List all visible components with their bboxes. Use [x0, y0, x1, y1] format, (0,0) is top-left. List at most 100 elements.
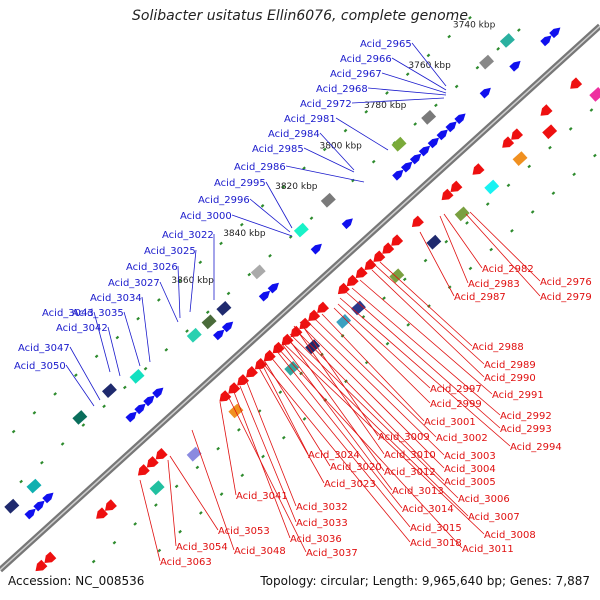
- homology-box: [250, 264, 266, 280]
- track-tick: [485, 202, 490, 206]
- reverse-gene-arrow: [382, 242, 395, 254]
- track-tick: [506, 183, 511, 188]
- reverse-gene-arrow: [44, 551, 57, 563]
- reverse-label-leader: [345, 291, 501, 429]
- reverse-gene-label: Acid_3003: [444, 451, 496, 462]
- track-tick: [281, 435, 286, 440]
- reverse-gene-label: Acid_3037: [306, 548, 358, 559]
- forward-label-leader: [123, 311, 141, 367]
- forward-gene-label: Acid_3000: [180, 211, 232, 222]
- track-tick: [510, 228, 514, 233]
- reverse-gene-label: Acid_3018: [410, 538, 462, 549]
- reverse-gene-label: Acid_2988: [472, 342, 524, 353]
- track-tick: [185, 329, 189, 333]
- track-tick: [133, 522, 138, 526]
- reverse-gene-arrow: [219, 390, 232, 402]
- reverse-gene-arrow: [364, 258, 377, 270]
- reverse-label-leader: [337, 303, 431, 389]
- track-tick: [551, 191, 556, 195]
- forward-label-leader: [285, 165, 365, 183]
- forward-gene-label: Acid_3025: [144, 246, 196, 257]
- accession-text: Accession: NC_008536: [8, 574, 145, 588]
- track-tick: [322, 147, 327, 152]
- homology-box: [149, 480, 165, 496]
- forward-gene-arrow: [436, 129, 448, 141]
- homology-box: [336, 314, 352, 329]
- reverse-label-leader: [219, 401, 237, 496]
- track-tick: [247, 272, 252, 277]
- reverse-gene-arrow: [146, 456, 159, 468]
- homology-box: [102, 383, 117, 398]
- forward-label-leader: [335, 117, 389, 151]
- reverse-label-leader: [261, 361, 411, 543]
- forward-label-leader: [107, 326, 121, 377]
- forward-gene-label: Acid_3043: [42, 308, 94, 319]
- forward-gene-label: Acid_2984: [268, 129, 320, 140]
- forward-gene-arrow: [427, 137, 439, 149]
- track-tick: [11, 429, 16, 434]
- forward-gene-label: Acid_2995: [214, 178, 266, 189]
- reverse-gene-label: Acid_3048: [234, 546, 286, 557]
- reverse-label-leader: [313, 317, 437, 438]
- track-tick: [174, 484, 179, 489]
- homology-box: [389, 268, 405, 284]
- track-tick: [548, 145, 552, 150]
- track-tick: [302, 166, 306, 171]
- forward-label-leader: [381, 72, 447, 94]
- forward-gene-label: Acid_3027: [108, 278, 160, 289]
- track-tick: [475, 65, 480, 70]
- homology-box: [454, 206, 470, 222]
- forward-gene-arrow: [392, 169, 404, 181]
- forward-gene-arrow: [267, 282, 279, 294]
- forward-label-leader: [93, 311, 111, 373]
- reverse-gene-label: Acid_2992: [500, 411, 552, 422]
- reverse-gene-label: Acid_3032: [296, 502, 348, 513]
- forward-gene-label: Acid_2981: [284, 114, 336, 125]
- forward-gene-arrow: [221, 321, 234, 333]
- reverse-gene-arrow: [308, 309, 321, 321]
- track-tick: [219, 492, 224, 496]
- track-tick: [382, 296, 386, 300]
- forward-gene-arrow: [509, 60, 521, 72]
- reverse-gene-label: Acid_3013: [392, 486, 444, 497]
- forward-gene-label: Acid_3047: [18, 343, 70, 354]
- forward-gene-label: Acid_2967: [330, 69, 382, 80]
- reverse-gene-label: Acid_3001: [424, 417, 476, 428]
- reverse-gene-arrow: [472, 163, 485, 175]
- reverse-gene-label: Acid_3033: [296, 518, 348, 529]
- homology-box: [499, 33, 515, 48]
- forward-gene-label: Acid_2985: [252, 144, 304, 155]
- reverse-gene-label: Acid_3041: [236, 491, 288, 502]
- homology-box: [542, 124, 558, 140]
- reverse-gene-label: Acid_3004: [444, 464, 496, 475]
- forward-gene-arrow: [479, 87, 491, 99]
- forward-label-leader: [65, 364, 95, 407]
- forward-label-leader: [231, 214, 293, 237]
- reverse-label-leader: [245, 379, 297, 507]
- label-layer: Acid_2965 Acid_2966 Acid_2967 Acid_2968 Acid…: [14, 39, 592, 568]
- track-tick: [413, 122, 418, 126]
- track-tick: [468, 15, 472, 20]
- homology-box: [26, 478, 42, 494]
- scale-label: 3780 kbp: [364, 101, 407, 111]
- track-tick: [364, 109, 369, 114]
- reverse-label-leader: [285, 337, 469, 517]
- forward-gene-label: Acid_2972: [300, 99, 352, 110]
- track-tick: [178, 529, 182, 534]
- forward-gene-arrow: [42, 492, 54, 504]
- track-tick: [102, 404, 106, 409]
- reverse-label-leader: [469, 211, 541, 282]
- reverse-gene-label: Acid_2987: [454, 292, 506, 303]
- reverse-gene-label: Acid_2983: [468, 279, 520, 290]
- forward-gene-arrow: [143, 395, 155, 407]
- reverse-gene-arrow: [155, 448, 168, 460]
- reverse-gene-label: Acid_3011: [462, 544, 514, 555]
- homology-box: [320, 192, 336, 208]
- reverse-label-leader: [439, 215, 469, 284]
- track-tick: [268, 253, 272, 258]
- reverse-gene-arrow: [502, 136, 515, 148]
- reverse-label-leader: [295, 329, 445, 482]
- track-tick: [260, 204, 265, 208]
- reverse-label-leader: [465, 213, 541, 297]
